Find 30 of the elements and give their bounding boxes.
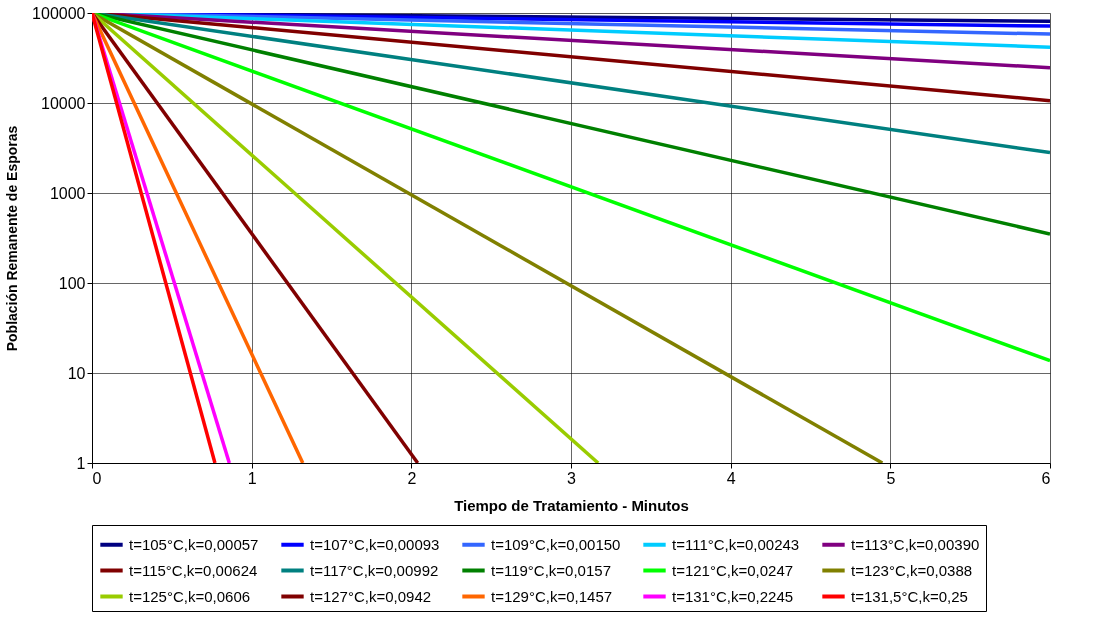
x-axis-title: Tiempo de Tratamiento - Minutos [454, 496, 689, 514]
y-tick-label: 1 [76, 454, 86, 472]
y-tick-label: 10 [67, 364, 86, 382]
legend-label: t=131°C,k=0,2245 [672, 587, 794, 605]
legend-label: t=119°C,k=0,0157 [491, 561, 611, 579]
legend-label: t=117°C,k=0,00992 [310, 561, 439, 579]
legend-label: t=125°C,k=0,0606 [129, 587, 251, 605]
legend-label: t=129°C,k=0,1457 [491, 587, 613, 605]
legend-label: t=105°C,k=0,00057 [129, 535, 259, 553]
legend-label: t=113°C,k=0,00390 [851, 535, 980, 553]
y-axis-title: Población Remanente de Esporas [4, 125, 21, 352]
x-tick-label: 2 [407, 469, 417, 487]
legend-label: t=109°C,k=0,00150 [491, 535, 621, 553]
y-tick-label: 10000 [41, 94, 86, 112]
x-tick-label: 0 [92, 469, 102, 487]
legend-label: t=123°C,k=0,0388 [851, 561, 973, 579]
y-tick-label: 100000 [32, 4, 86, 22]
y-tick-label: 100 [58, 274, 86, 292]
legend-label: t=115°C,k=0,00624 [129, 561, 258, 579]
y-tick-label: 1000 [49, 184, 86, 202]
x-tick-label: 4 [726, 469, 736, 487]
x-tick-label: 6 [1041, 469, 1051, 487]
legend-label: t=107°C,k=0,00093 [310, 535, 440, 553]
legend-label: t=127°C,k=0,0942 [310, 587, 432, 605]
x-tick-label: 5 [886, 469, 896, 487]
legend-label: t=111°C,k=0,00243 [672, 535, 800, 553]
x-tick-label: 1 [247, 469, 257, 487]
legend-label: t=131,5°C,k=0,25 [851, 587, 968, 605]
legend-label: t=121°C,k=0,0247 [672, 561, 794, 579]
x-tick-label: 3 [567, 469, 577, 487]
